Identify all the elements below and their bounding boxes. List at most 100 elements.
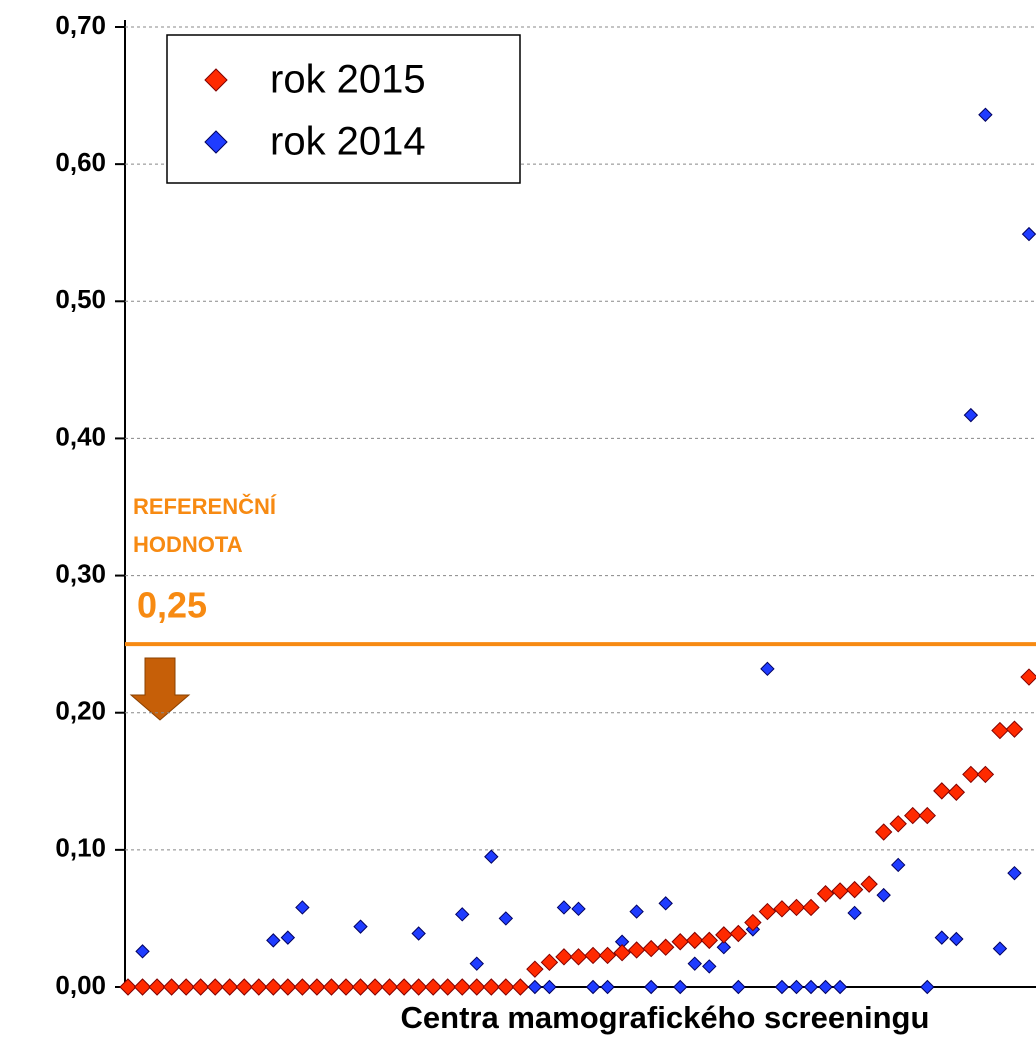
y-tick-label: 0,70	[55, 10, 106, 40]
point	[556, 900, 572, 915]
point	[860, 875, 878, 893]
point	[904, 806, 922, 825]
point	[816, 885, 835, 903]
point	[773, 900, 791, 918]
point	[424, 978, 442, 996]
point	[627, 941, 646, 959]
point	[353, 919, 368, 934]
point	[497, 978, 515, 996]
point	[889, 815, 907, 833]
point	[845, 880, 864, 899]
point	[818, 979, 833, 995]
point	[148, 978, 166, 996]
x-axis-label: Centra mamografického screeningu	[401, 1000, 930, 1035]
point	[716, 940, 732, 955]
point	[963, 407, 979, 423]
point	[584, 946, 602, 965]
point	[295, 900, 310, 915]
point	[600, 979, 615, 995]
reference-text: REFERENČNÍ	[133, 494, 277, 519]
point	[540, 953, 559, 972]
legend-marker	[204, 68, 228, 92]
point	[774, 979, 790, 995]
point	[598, 946, 617, 965]
point	[976, 765, 995, 784]
y-tick-label: 0,10	[55, 833, 106, 863]
point	[947, 783, 966, 801]
point	[293, 978, 312, 996]
point	[498, 911, 514, 926]
point	[876, 887, 891, 903]
point	[351, 978, 370, 996]
point	[439, 978, 457, 996]
point	[1007, 865, 1022, 881]
y-tick-label: 0,20	[55, 696, 106, 726]
point	[992, 941, 1008, 956]
point	[555, 948, 573, 966]
point	[744, 913, 762, 932]
point	[891, 857, 906, 873]
point	[221, 978, 239, 996]
point	[760, 661, 775, 677]
point	[162, 978, 181, 996]
point	[280, 930, 296, 945]
point	[629, 904, 644, 919]
y-tick-label: 0,50	[55, 284, 106, 314]
point	[469, 956, 484, 971]
point	[235, 978, 253, 996]
y-tick-label: 0,30	[55, 558, 106, 588]
point	[511, 978, 530, 996]
point	[484, 849, 499, 864]
point	[847, 905, 862, 921]
point	[266, 933, 281, 948]
arrow	[129, 657, 191, 721]
point	[758, 902, 777, 921]
point	[918, 806, 936, 825]
point	[585, 979, 601, 995]
point	[787, 898, 806, 917]
point	[613, 944, 631, 962]
point	[569, 948, 588, 966]
point	[542, 979, 557, 995]
point	[671, 933, 689, 951]
point	[1020, 668, 1036, 686]
point	[322, 978, 341, 996]
point	[920, 979, 935, 995]
point	[409, 978, 428, 996]
point	[802, 898, 820, 917]
point	[482, 978, 501, 996]
point	[571, 901, 586, 917]
point	[729, 924, 748, 943]
legend-marker	[204, 130, 228, 154]
point	[455, 907, 470, 922]
point	[642, 939, 660, 958]
point	[731, 979, 746, 995]
point	[656, 938, 675, 956]
point	[978, 107, 993, 122]
point	[264, 978, 283, 996]
point	[453, 978, 471, 996]
point	[337, 978, 355, 996]
y-tick-label: 0,00	[55, 970, 106, 1000]
point	[658, 896, 673, 911]
point	[395, 978, 413, 996]
legend-label: rok 2014	[270, 120, 426, 164]
point	[527, 979, 543, 995]
point	[250, 978, 268, 996]
point	[933, 782, 951, 800]
point	[133, 978, 152, 996]
point	[962, 765, 980, 784]
point	[687, 956, 702, 971]
point	[831, 882, 849, 900]
point	[991, 721, 1009, 740]
point	[1021, 226, 1036, 242]
point	[832, 979, 848, 995]
y-tick-label: 0,40	[55, 421, 106, 451]
point	[949, 931, 964, 947]
point	[702, 959, 717, 974]
point	[119, 978, 137, 996]
y-tick-label: 0,60	[55, 147, 106, 177]
point	[686, 931, 704, 950]
point	[279, 978, 297, 996]
